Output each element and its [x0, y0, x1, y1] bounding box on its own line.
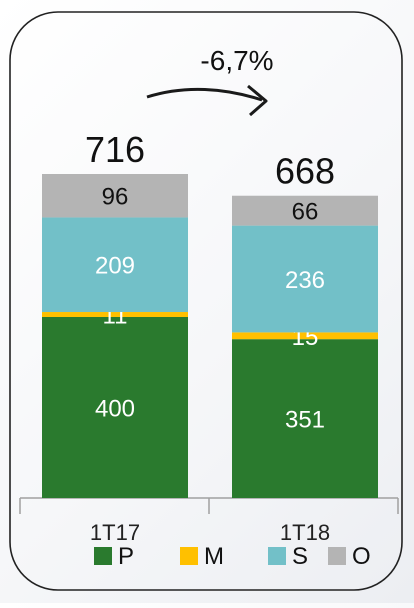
change-arrow-icon	[146, 84, 268, 117]
legend-label: P	[118, 543, 134, 570]
bar-segment-p-1t18	[232, 339, 378, 498]
bar-segment-s-1t18	[232, 225, 378, 333]
legend-label: O	[352, 543, 371, 570]
data-label: 66	[292, 199, 319, 226]
data-label: 400	[95, 396, 135, 423]
change-annotation: -6,7%	[200, 45, 273, 76]
data-label: 96	[102, 184, 129, 211]
legend-swatch-m	[180, 547, 198, 565]
data-label: 209	[95, 253, 135, 280]
legend-label: S	[292, 543, 308, 570]
bar-segment-p-1t17	[42, 317, 188, 498]
bar-segment-o-1t17	[42, 174, 188, 218]
bar-segment-o-1t18	[232, 195, 378, 226]
bar-segment-m-1t17	[42, 312, 188, 317]
bar-total-label: 716	[85, 129, 145, 170]
category-label: 1T18	[280, 520, 330, 545]
legend-swatch-s	[268, 547, 286, 565]
legend-swatch-o	[328, 547, 346, 565]
data-label: 236	[285, 267, 325, 294]
bar-segment-m-1t18	[232, 332, 378, 340]
data-label: 351	[285, 407, 325, 434]
bar-total-label: 668	[275, 151, 335, 192]
card-frame	[9, 11, 403, 591]
legend-label: M	[204, 543, 224, 570]
category-label: 1T17	[90, 520, 140, 545]
bar-segment-s-1t17	[42, 217, 188, 313]
legend-swatch-p	[94, 547, 112, 565]
